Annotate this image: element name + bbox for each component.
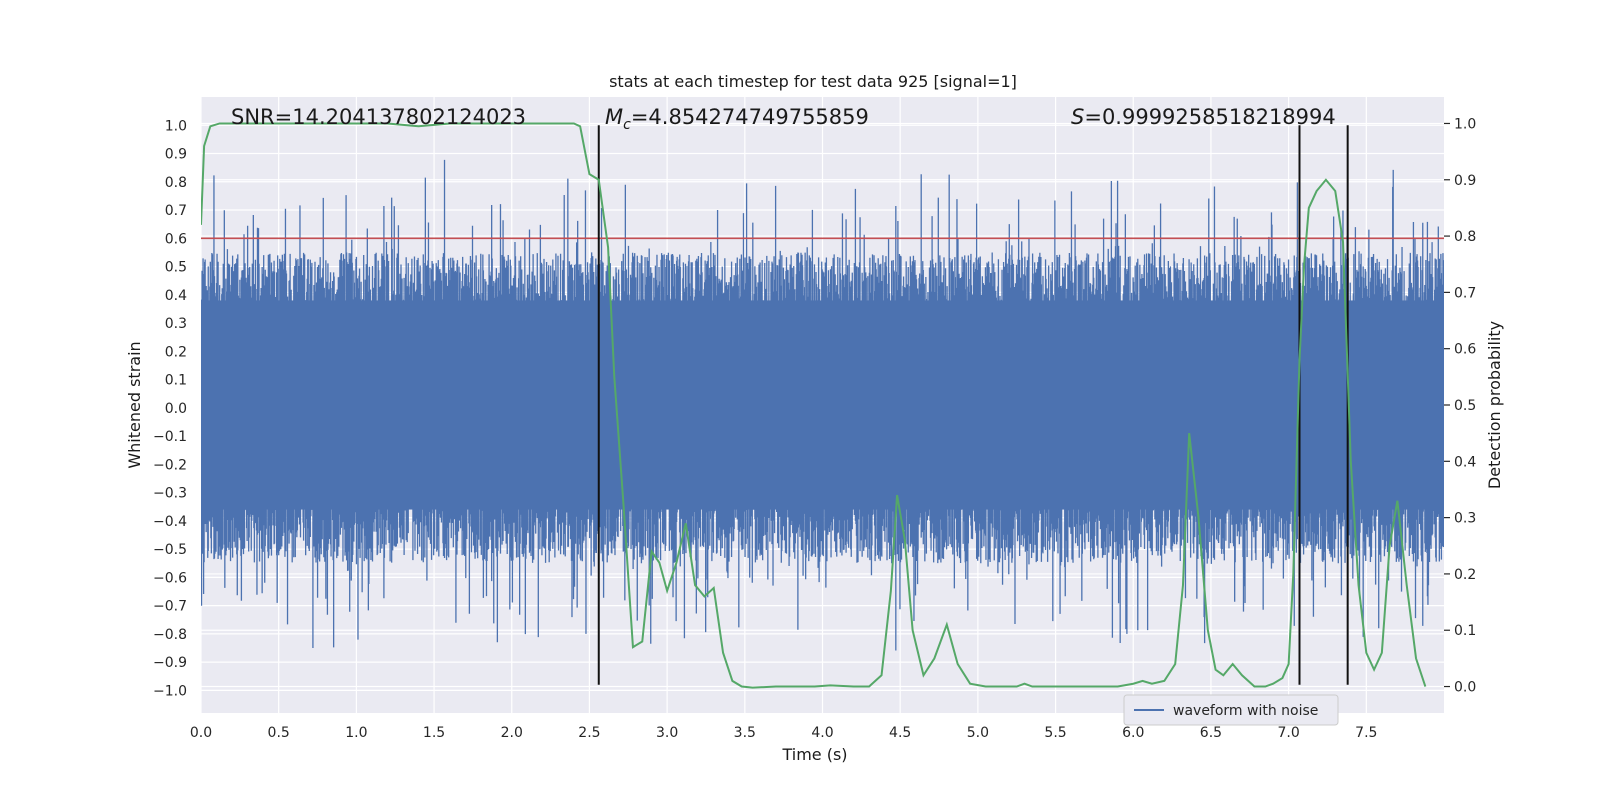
y-left-tick-label: −0.6	[153, 570, 187, 586]
y-left-tick-label: −0.8	[153, 627, 187, 643]
x-tick-label: 6.0	[1122, 725, 1144, 741]
y-left-axis-ticks: −1.0 −0.9 −0.8 −0.7 −0.6 −0.5 −0.4 −0.3 −0.2 −0.1…	[153, 118, 187, 699]
x-tick-label: 2.5	[578, 725, 600, 741]
x-tick-label: 6.5	[1200, 725, 1222, 741]
y-right-tick-label: 0.1	[1454, 623, 1476, 639]
y-left-tick-label: 0.0	[165, 401, 187, 417]
y-right-tick-label: 0.0	[1454, 680, 1476, 696]
legend-label-waveform: waveform with noise	[1173, 703, 1318, 719]
y-left-axis-label: Whitened strain	[125, 341, 144, 468]
score-value: =0.9999258518218994	[1084, 105, 1335, 129]
y-left-tick-label: −0.9	[153, 655, 187, 671]
legend-box	[1123, 694, 1339, 726]
series-detection-probability	[201, 122, 1427, 689]
y-right-tick-label: 1.0	[1454, 116, 1476, 132]
y-left-tick-label: 0.1	[165, 373, 187, 389]
chart-title: stats at each timestep for test data 925…	[609, 72, 1017, 91]
y-left-tick-label: 0.7	[165, 203, 187, 219]
y-right-tick-label: 0.3	[1454, 511, 1476, 527]
y-right-tick-label: 0.4	[1454, 454, 1476, 470]
chirp-mass-symbol: M	[605, 105, 623, 129]
score-symbol: S	[1071, 105, 1084, 129]
y-left-tick-label: 0.3	[165, 316, 187, 332]
x-tick-label: 3.0	[656, 725, 678, 741]
waveform-dense-band	[201, 300, 1444, 510]
y-left-tick-label: −0.3	[153, 486, 187, 502]
x-tick-label: 4.5	[889, 725, 911, 741]
chirp-mass-value: =4.854274749755859	[631, 105, 869, 129]
x-tick-label: 0.0	[190, 725, 212, 741]
x-tick-label: 1.5	[423, 725, 445, 741]
x-tick-label: 7.0	[1277, 725, 1299, 741]
x-tick-label: 2.0	[501, 725, 523, 741]
y-left-tick-label: 0.6	[165, 231, 187, 247]
x-tick-label: 1.0	[345, 725, 367, 741]
y-left-tick-label: 0.8	[165, 175, 187, 191]
x-tick-label: 4.0	[811, 725, 833, 741]
y-left-tick-label: −0.2	[153, 457, 187, 473]
score-annotation: S=0.9999258518218994	[1071, 105, 1336, 129]
x-tick-label: 3.5	[734, 725, 756, 741]
y-left-tick-label: 1.0	[165, 118, 187, 134]
y-right-tick-label: 0.2	[1454, 567, 1476, 583]
y-left-tick-label: −0.1	[153, 429, 187, 445]
chirp-mass-annotation: Mc=4.854274749755859	[605, 105, 869, 133]
y-left-tick-label: 0.9	[165, 147, 187, 163]
chirp-mass-subscript: c	[623, 117, 631, 133]
y-right-tick-label: 0.5	[1454, 398, 1476, 414]
x-tick-label: 0.5	[268, 725, 290, 741]
y-left-tick-label: 0.4	[165, 288, 187, 304]
legend: waveform with noise	[1123, 694, 1339, 726]
y-left-tick-label: −0.7	[153, 599, 187, 615]
x-axis-label: Time (s)	[781, 745, 847, 764]
x-axis-ticks: 0.0 0.5 1.0 1.5 2.0 2.5 3.0 3.5 4.0 4.5 5.0 5.5 6.0 6…	[190, 725, 1378, 741]
vertical-marker-lines	[597, 125, 1349, 685]
x-tick-label: 5.0	[967, 725, 989, 741]
y-right-axis-ticks: 0.0 0.1 0.2 0.3 0.4 0.5 0.6 0.7 0.8 0.9 1.0	[1444, 116, 1476, 696]
y-left-tick-label: 0.5	[165, 260, 187, 276]
y-right-tick-label: 0.9	[1454, 173, 1476, 189]
y-right-tick-label: 0.8	[1454, 229, 1476, 245]
y-right-axis-label: Detection probability	[1485, 321, 1504, 489]
x-tick-label: 7.5	[1355, 725, 1377, 741]
snr-annotation: SNR=14.204137802124023	[231, 105, 526, 129]
y-left-tick-label: 0.2	[165, 344, 187, 360]
y-left-tick-label: −0.4	[153, 514, 187, 530]
x-tick-label: 5.5	[1044, 725, 1066, 741]
y-left-tick-label: −0.5	[153, 542, 187, 558]
y-left-tick-label: −1.0	[153, 683, 187, 699]
series-waveform-with-noise	[201, 159, 1444, 651]
y-right-tick-label: 0.7	[1454, 285, 1476, 301]
y-right-tick-label: 0.6	[1454, 342, 1476, 358]
